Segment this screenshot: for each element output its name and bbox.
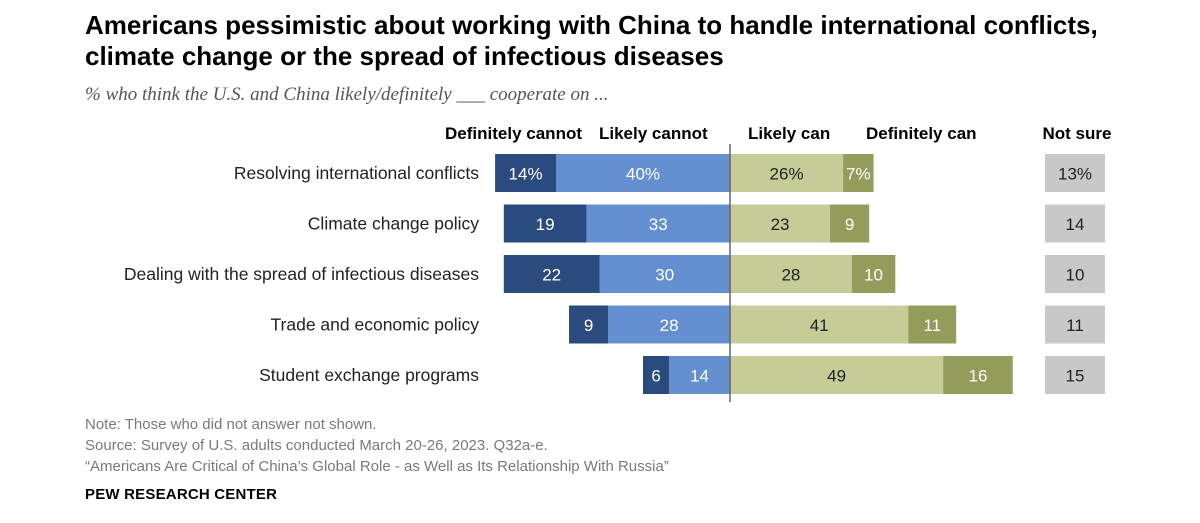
category-label: Trade and economic policy <box>271 315 480 335</box>
chart-notes: Note: Those who did not answer not shown… <box>85 414 669 477</box>
label-likely-cannot: 14 <box>690 367 709 386</box>
bar-likely-cannot <box>556 154 730 192</box>
label-definitely-can: 11 <box>923 316 941 335</box>
report-title-line: “Americans Are Critical of China’s Globa… <box>85 458 669 475</box>
not-sure-box <box>1045 356 1105 394</box>
diverging-bar-chart: Definitely cannot Likely cannot Likely can… <box>124 124 1112 402</box>
bar-definitely-cannot <box>495 154 556 192</box>
bar-definitely-cannot <box>569 305 609 344</box>
not-sure-box <box>1045 154 1105 192</box>
label-likely-can: 41 <box>810 316 829 335</box>
label-definitely-can: 16 <box>968 367 987 386</box>
label-definitely-cannot: 6 <box>651 367 660 386</box>
bar-likely-cannot <box>586 204 730 243</box>
not-sure-box <box>1045 255 1105 293</box>
chart-subtitle: % who think the U.S. and China likely/de… <box>85 84 609 105</box>
legend-likely-cannot: Likely cannot <box>599 124 708 143</box>
bar-likely-cannot <box>669 356 730 394</box>
label-definitely-cannot: 9 <box>584 316 593 335</box>
not-sure-box <box>1045 305 1105 344</box>
legend-definitely-can: Definitely can <box>866 124 977 143</box>
note-line: Note: Those who did not answer not shown… <box>85 416 377 433</box>
label-definitely-cannot: 22 <box>542 266 561 285</box>
label-definitely-can: 9 <box>845 215 854 234</box>
label-definitely-can: 7% <box>846 165 871 184</box>
bar-likely-can <box>730 356 944 394</box>
not-sure-box <box>1045 204 1105 243</box>
label-likely-can: 26% <box>770 165 804 184</box>
label-likely-cannot: 40% <box>626 165 660 184</box>
label-likely-can: 28 <box>781 266 800 285</box>
label-definitely-cannot: 19 <box>536 215 555 234</box>
legend-definitely-cannot: Definitely cannot <box>445 124 582 143</box>
label-not-sure: 13% <box>1058 165 1092 184</box>
category-label: Student exchange programs <box>259 365 479 385</box>
label-likely-cannot: 30 <box>655 266 674 285</box>
label-definitely-can: 10 <box>864 266 883 285</box>
bar-likely-can <box>730 204 831 243</box>
bar-likely-cannot <box>608 305 730 344</box>
bar-definitely-can <box>830 204 870 243</box>
category-label: Dealing with the spread of infectious di… <box>124 264 479 284</box>
category-label: Resolving international conflicts <box>234 163 479 183</box>
legend-not-sure: Not sure <box>1043 124 1112 143</box>
label-not-sure: 15 <box>1066 367 1085 386</box>
label-not-sure: 14 <box>1066 215 1085 234</box>
bar-definitely-can <box>908 305 957 344</box>
legend-likely-can: Likely can <box>748 124 830 143</box>
bar-likely-cannot <box>599 255 730 293</box>
bar-definitely-can <box>943 356 1013 394</box>
bar-likely-can <box>730 154 844 192</box>
label-definitely-cannot: 14% <box>509 165 543 184</box>
chart-title: Americans pessimistic about working with… <box>85 10 1098 71</box>
bar-likely-can <box>730 305 909 344</box>
label-likely-cannot: 28 <box>660 316 679 335</box>
label-not-sure: 10 <box>1066 266 1085 285</box>
label-not-sure: 11 <box>1066 316 1084 335</box>
label-likely-can: 23 <box>771 215 790 234</box>
category-label: Climate change policy <box>308 214 479 234</box>
bar-definitely-cannot <box>643 356 670 394</box>
bar-likely-can <box>730 255 852 293</box>
bar-definitely-cannot <box>503 204 587 243</box>
brand-logo-text: PEW RESEARCH CENTER <box>85 486 278 503</box>
source-line: Source: Survey of U.S. adults conducted … <box>85 437 548 454</box>
label-likely-can: 49 <box>827 367 846 386</box>
bar-definitely-can <box>843 154 874 192</box>
bar-definitely-cannot <box>503 255 600 293</box>
label-likely-cannot: 33 <box>649 215 668 234</box>
bar-definitely-can <box>851 255 896 293</box>
